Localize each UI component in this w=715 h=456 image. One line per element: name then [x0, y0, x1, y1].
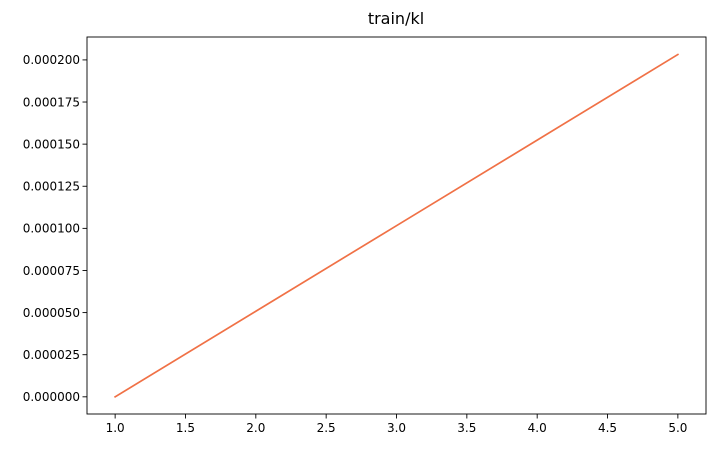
x-tick-label: 1.0 [106, 421, 125, 435]
y-tick-label: 0.000175 [23, 95, 80, 109]
plot-layer [113, 53, 680, 398]
axes-layer: 1.0 1.5 2.0 2.5 3.0 3.5 4.0 4.5 5.0 0.000000 0.000… [23, 36, 707, 435]
y-tick-label: 0.000050 [23, 306, 80, 320]
y-tick-label: 0.000000 [23, 390, 80, 404]
x-tick-label: 1.5 [176, 421, 195, 435]
x-tick-label: 2.5 [317, 421, 336, 435]
x-tick-label: 3.5 [457, 421, 476, 435]
x-tick-label: 3.0 [387, 421, 406, 435]
y-tick-label: 0.000075 [23, 264, 80, 278]
y-tick-label: 0.000150 [23, 137, 80, 151]
x-tick-label: 4.0 [528, 421, 547, 435]
series-line-0 [113, 53, 680, 398]
x-tick-label: 5.0 [668, 421, 687, 435]
y-tick-label: 0.000100 [23, 222, 80, 236]
chart-title: train/kl [368, 9, 424, 28]
x-tick-label: 4.5 [598, 421, 617, 435]
y-tick-label: 0.000025 [23, 348, 80, 362]
y-tick-label: 0.000200 [23, 53, 80, 67]
y-tick-label: 0.000125 [23, 180, 80, 194]
x-tick-label: 2.0 [246, 421, 265, 435]
